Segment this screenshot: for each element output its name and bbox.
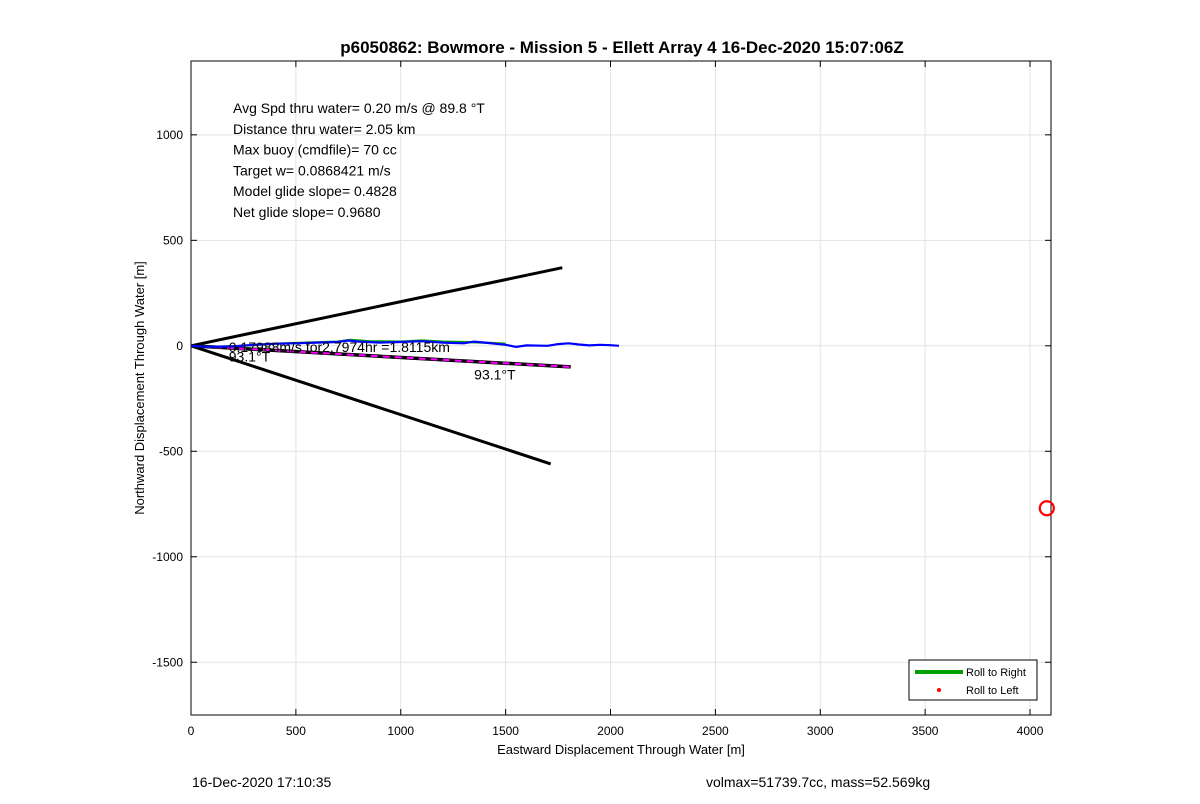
chart-title: p6050862: Bowmore - Mission 5 - Ellett A… (340, 38, 903, 57)
x-tick-label: 1500 (492, 724, 519, 738)
stats-line: Net glide slope= 0.9680 (233, 204, 381, 220)
x-tick-label: 1000 (387, 724, 414, 738)
y-tick-label: -1500 (152, 655, 183, 669)
legend: Roll to Right Roll to Left (908, 659, 1038, 701)
x-tick-label: 2500 (702, 724, 729, 738)
y-tick-label: 0 (176, 339, 183, 353)
x-tick-label: 0 (188, 724, 195, 738)
y-tick-label: -1000 (152, 550, 183, 564)
series-cone-upper (190, 266, 563, 348)
axis-ticks: 0 500 1000 1500 2000 2500 3000 3500 4000 -1500 -10… (152, 61, 1051, 738)
legend-label: Roll to Right (966, 667, 1026, 679)
stats-line: Max buoy (cmdfile)= 70 cc (233, 142, 397, 158)
x-axis-label: Eastward Displacement Through Water [m] (497, 742, 745, 757)
series-cone-lower (190, 344, 552, 466)
annotations: 0.17988m/s for2.7974hr =1.8115km93.1°T93… (229, 339, 516, 382)
y-tick-label: -500 (159, 444, 183, 458)
x-tick-label: 3500 (912, 724, 939, 738)
legend-box (908, 659, 1038, 701)
stats-line: Avg Spd thru water= 0.20 m/s @ 89.8 °T (233, 100, 485, 116)
x-tick-label: 2000 (597, 724, 624, 738)
x-tick-label: 3000 (807, 724, 834, 738)
stats-line: Distance thru water= 2.05 km (233, 121, 415, 137)
annotation-text: 0.17988m/s for2.7974hr =1.8115km (229, 339, 450, 355)
legend-swatch-dot (937, 688, 941, 692)
grid (190, 61, 1051, 715)
annotation-text: 93.1°T (474, 367, 516, 383)
plot-area (190, 60, 1052, 716)
stats-block: Avg Spd thru water= 0.20 m/s @ 89.8 °T Di… (233, 100, 485, 220)
legend-label: Roll to Left (966, 685, 1019, 697)
stats-line: Target w= 0.0868421 m/s (233, 162, 391, 178)
series-group (190, 266, 1055, 517)
series-heading-overlay (190, 344, 571, 368)
footer-timestamp: 16-Dec-2020 17:10:35 (192, 774, 332, 790)
x-tick-label: 500 (286, 724, 306, 738)
y-axis-label: Northward Displacement Through Water [m] (132, 261, 147, 515)
x-tick-label: 4000 (1017, 724, 1044, 738)
y-tick-label: 500 (163, 233, 183, 247)
y-tick-label: 1000 (156, 128, 183, 142)
series-track-blue (190, 339, 619, 348)
footer-summary: volmax=51739.7cc, mass=52.569kg (706, 774, 931, 790)
stats-line: Model glide slope= 0.4828 (233, 183, 397, 199)
annotation-text: 93.1°T (229, 349, 271, 365)
position-marker (1038, 500, 1055, 517)
